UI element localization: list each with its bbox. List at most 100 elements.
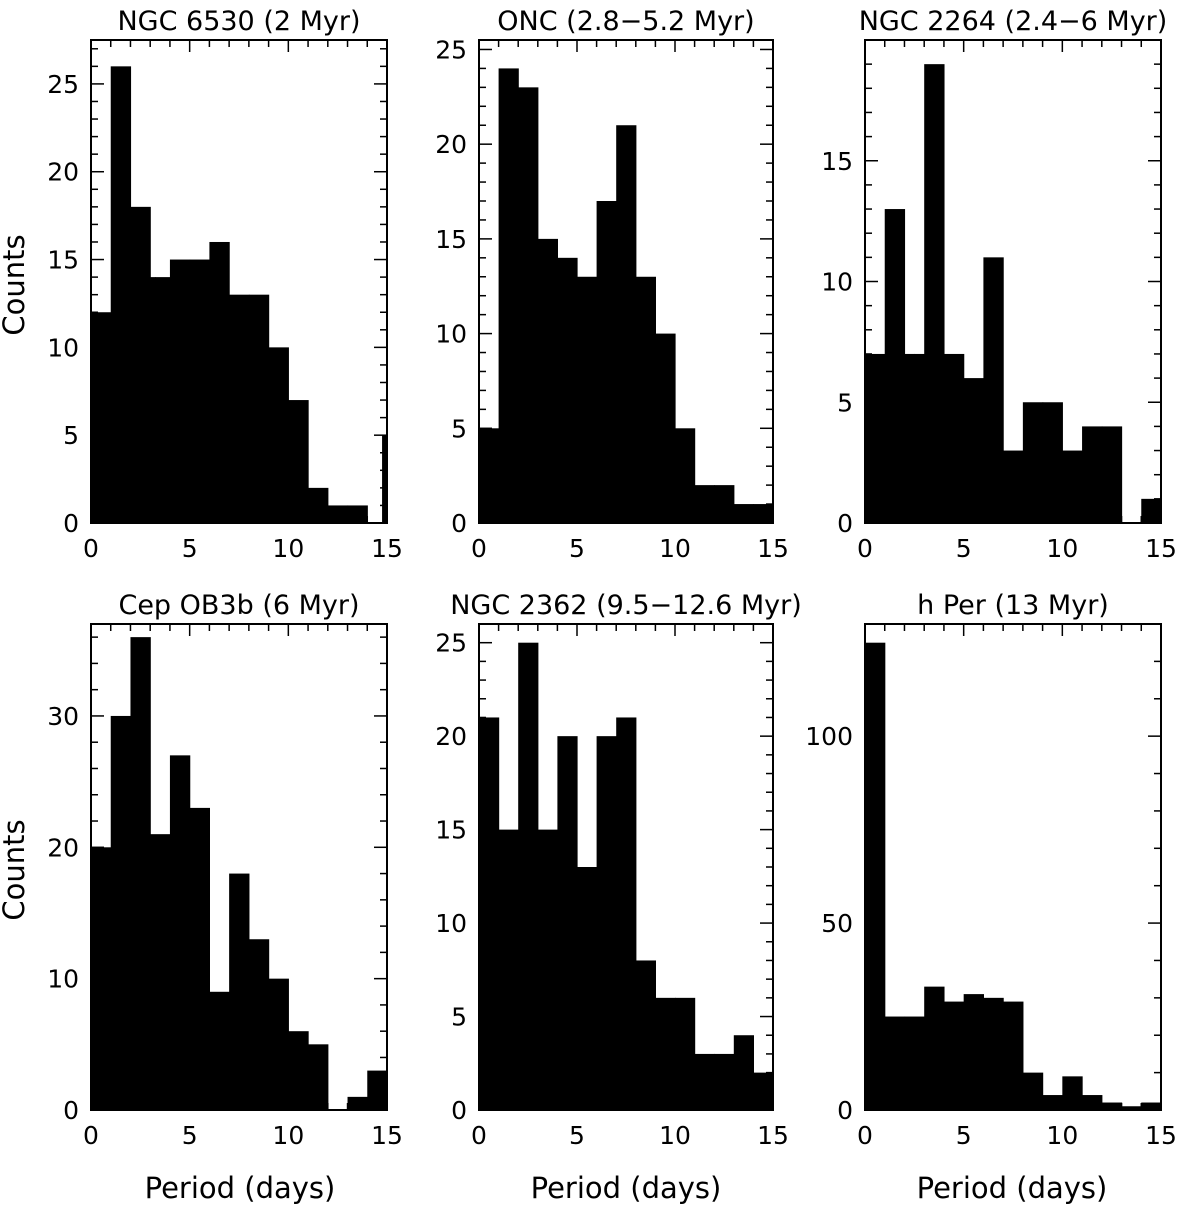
histogram-bar — [130, 637, 151, 1110]
y-tick-label: 0 — [837, 1096, 853, 1125]
y-tick-label: 15 — [435, 816, 467, 845]
histogram-bar — [498, 68, 519, 523]
histogram-bar — [308, 1044, 329, 1110]
x-tick-label: 5 — [182, 1121, 198, 1150]
y-tick-label: 0 — [63, 509, 79, 538]
histogram-bar — [268, 978, 289, 1110]
histogram-bar — [1042, 1095, 1063, 1110]
y-axis-label-top: Counts — [0, 234, 31, 335]
histogram-bar — [1062, 1076, 1083, 1110]
histogram-bar — [884, 1016, 906, 1110]
panel-title: h Per (13 Myr) — [917, 590, 1109, 621]
histogram-bar — [865, 353, 886, 523]
x-tick-label: 10 — [1046, 1121, 1078, 1150]
x-tick-label: 5 — [182, 534, 198, 563]
histogram-bar — [983, 257, 1004, 523]
y-tick-label: 0 — [837, 509, 853, 538]
histogram-panel: 0 5 10 15 0 5 10 15 NGC 2264 (2.4−6 Myr) — [821, 6, 1177, 563]
histogram-bar — [155, 277, 171, 523]
histogram-bar — [904, 1016, 925, 1110]
histogram-bar — [943, 1001, 965, 1110]
y-tick-label: 10 — [435, 909, 467, 938]
histogram-bar — [189, 807, 210, 1110]
histogram-bar — [557, 736, 578, 1110]
histogram-bar — [596, 201, 617, 523]
y-tick-label: 30 — [47, 702, 79, 731]
histogram-bar — [479, 428, 500, 523]
panel-title: ONC (2.8−5.2 Myr) — [497, 6, 754, 37]
histogram-bar — [518, 87, 539, 524]
histogram-bar — [753, 504, 774, 523]
histogram-bar — [1022, 1072, 1044, 1110]
histogram-bar — [347, 505, 368, 523]
histogram-bar — [537, 238, 558, 523]
x-tick-label: 15 — [1145, 534, 1177, 563]
y-tick-label: 10 — [47, 965, 79, 994]
x-tick-label: 10 — [272, 534, 304, 563]
y-tick-label: 15 — [47, 246, 79, 275]
histogram-bar — [1141, 1102, 1162, 1110]
histogram-bar — [479, 717, 500, 1110]
histogram-bar — [288, 1031, 309, 1110]
y-tick-label: 5 — [451, 414, 467, 443]
y-tick-label: 15 — [435, 225, 467, 254]
histogram-bar — [904, 353, 915, 523]
histogram-bar — [963, 378, 984, 523]
histogram-bar — [1141, 498, 1162, 523]
histogram-bar — [694, 1053, 715, 1110]
x-tick-label: 0 — [857, 534, 873, 563]
y-tick-label: 0 — [451, 509, 467, 538]
histogram-bar — [865, 642, 886, 1110]
histogram-bar — [537, 829, 558, 1110]
histogram-bar — [248, 939, 270, 1110]
y-tick-label: 0 — [63, 1096, 79, 1125]
histogram-bar — [694, 485, 715, 523]
histogram-bar — [635, 960, 656, 1110]
y-tick-label: 50 — [821, 909, 853, 938]
histogram-bar — [675, 428, 696, 523]
x-tick-label: 5 — [569, 1121, 585, 1150]
histogram-bar — [616, 125, 637, 523]
histogram-bar — [110, 715, 132, 1110]
x-tick-label: 15 — [371, 1121, 403, 1150]
histogram-bar — [733, 504, 754, 523]
x-tick-label: 0 — [83, 1121, 99, 1150]
histogram-bar — [229, 294, 250, 523]
y-tick-label: 5 — [63, 421, 79, 450]
y-tick-label: 5 — [837, 388, 853, 417]
x-tick-label: 5 — [956, 1121, 972, 1150]
histogram-bar — [150, 277, 156, 523]
x-tick-label: 15 — [371, 534, 403, 563]
histogram-bar — [943, 353, 965, 523]
x-tick-label: 15 — [757, 534, 789, 563]
histogram-bar — [367, 1070, 388, 1110]
x-tick-label: 15 — [1145, 1121, 1177, 1150]
histogram-bar — [1082, 426, 1103, 523]
x-tick-label: 0 — [83, 534, 99, 563]
histogram-bar — [983, 997, 1004, 1110]
histogram-bar — [1003, 1001, 1024, 1110]
x-axis-label-middle: Period (days) — [531, 1171, 722, 1205]
y-tick-label: 10 — [435, 320, 467, 349]
histogram-bar — [209, 991, 230, 1110]
histogram-panel: 0 5 10 15 0 10 20 30 Cep OB3b (6 Myr) — [47, 590, 403, 1150]
histogram-bar — [1003, 450, 1024, 523]
histogram-bar — [714, 1053, 735, 1110]
histogram-bar — [1082, 1095, 1103, 1110]
histogram-bar — [596, 736, 617, 1110]
histogram-bar — [347, 1096, 368, 1110]
histogram-bar — [714, 485, 735, 523]
x-tick-label: 5 — [569, 534, 585, 563]
histogram-bar — [288, 400, 309, 523]
histogram-bar — [655, 997, 676, 1110]
histogram-bar — [1042, 402, 1063, 523]
histogram-bar — [1101, 1102, 1123, 1110]
histogram-bar — [308, 487, 329, 523]
histogram-bar — [577, 276, 598, 523]
histogram-panel: 0 5 10 15 0 5 10 15 20 25 NGC 2362 (9.5−12.6 Myr) — [435, 590, 802, 1150]
y-tick-label: 20 — [435, 130, 467, 159]
panel-title: Cep OB3b (6 Myr) — [118, 590, 359, 621]
histogram-bar — [733, 1035, 754, 1110]
histogram-bar — [382, 435, 388, 523]
